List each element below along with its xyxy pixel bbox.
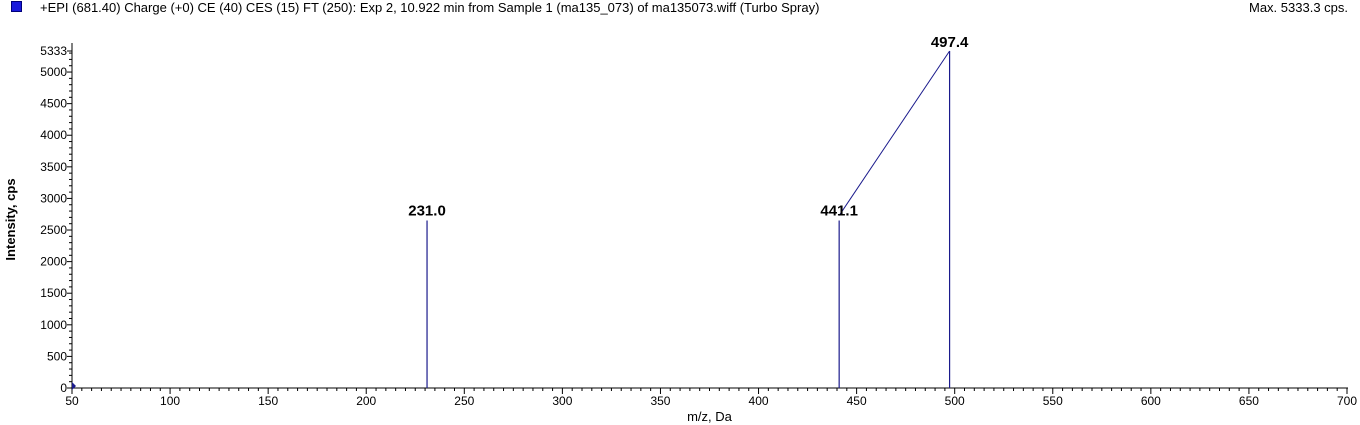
y-tick-label: 3000: [40, 191, 67, 205]
y-tick-label: 1500: [40, 286, 67, 300]
max-intensity-label: Max. 5333.3 cps.: [1249, 0, 1348, 15]
x-tick-label: 600: [1141, 394, 1161, 408]
y-tick-label: 1000: [40, 318, 67, 332]
peak-label: 441.1: [820, 203, 858, 220]
x-tick-label: 450: [847, 394, 867, 408]
y-tick-label: 4000: [40, 128, 67, 142]
series-color-swatch[interactable]: [11, 1, 22, 12]
x-tick-label: 650: [1239, 394, 1259, 408]
y-top-tick-label: 5333: [40, 44, 67, 58]
x-tick-label: 400: [749, 394, 769, 408]
x-tick-label: 550: [1043, 394, 1063, 408]
peak-label-leader-line: [838, 50, 951, 216]
y-axis-title: Intensity, cps: [3, 178, 18, 260]
y-tick-label: 3500: [40, 160, 67, 174]
y-tick-label: 5000: [40, 65, 67, 79]
peak-label: 497.4: [931, 34, 969, 51]
x-tick-label: 700: [1337, 394, 1357, 408]
y-tick-label: 2500: [40, 223, 67, 237]
y-tick-label: 2000: [40, 255, 67, 269]
x-axis-title: m/z, Da: [687, 409, 733, 424]
y-tick-label: 0: [60, 381, 67, 395]
x-tick-label: 500: [945, 394, 965, 408]
chart-header: +EPI (681.40) Charge (+0) CE (40) CES (1…: [0, 0, 1360, 20]
y-tick-label: 4500: [40, 97, 67, 111]
x-tick-label: 100: [160, 394, 180, 408]
y-tick-label: 500: [47, 349, 67, 363]
x-tick-label: 150: [258, 394, 278, 408]
x-tick-label: 200: [356, 394, 376, 408]
origin-marker: [72, 382, 76, 390]
x-tick-label: 300: [552, 394, 572, 408]
peak-label: 231.0: [408, 203, 446, 220]
x-tick-label: 50: [65, 394, 79, 408]
x-tick-label: 350: [650, 394, 670, 408]
chart-title: +EPI (681.40) Charge (+0) CE (40) CES (1…: [40, 0, 820, 15]
x-tick-label: 250: [454, 394, 474, 408]
